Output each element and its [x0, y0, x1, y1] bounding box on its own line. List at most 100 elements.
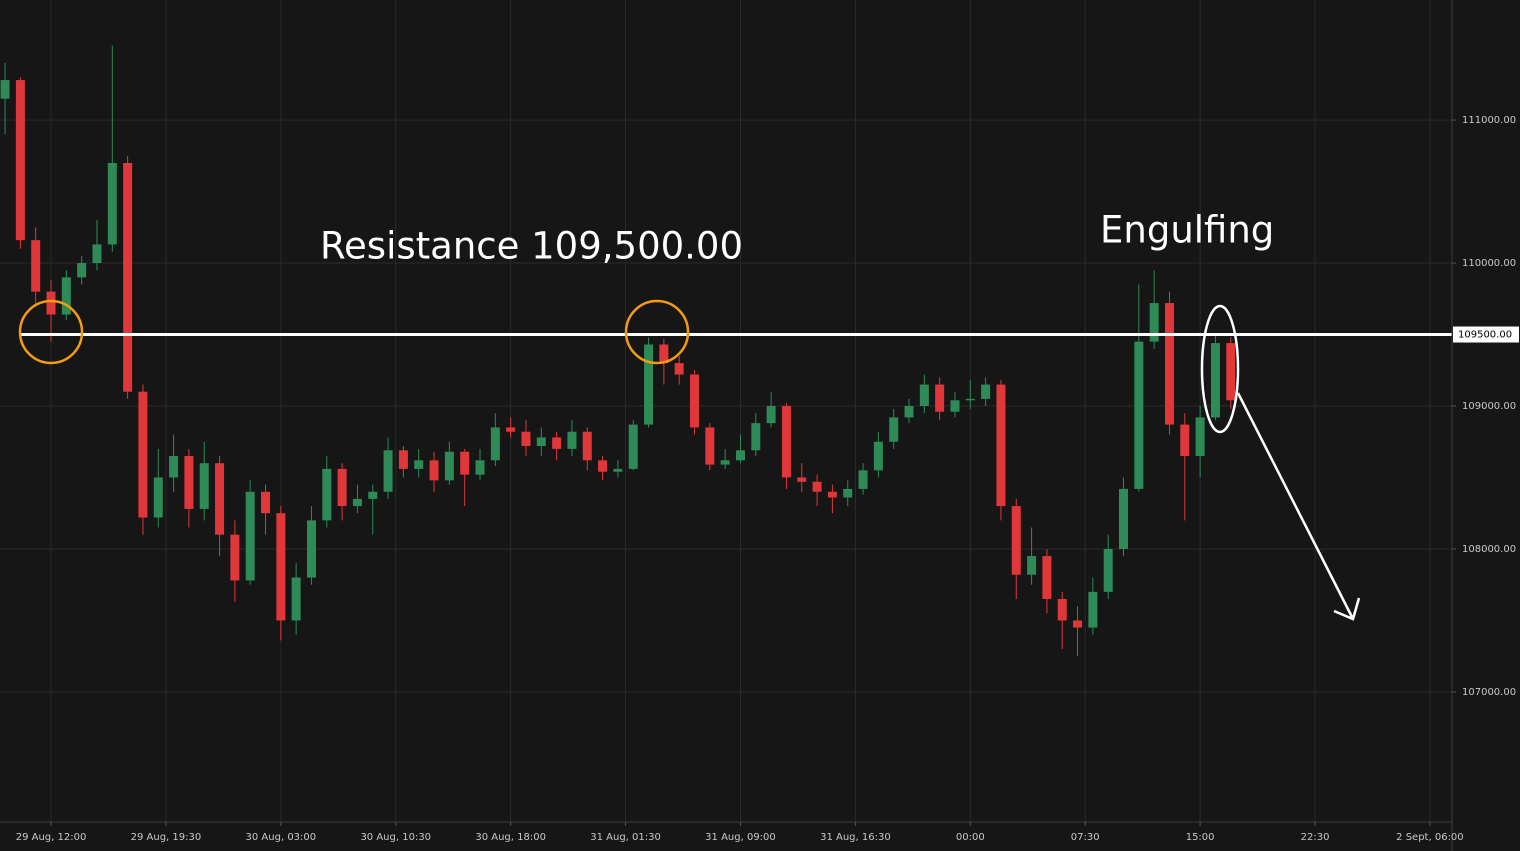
- candle-body: [1134, 341, 1144, 489]
- candle-body: [950, 400, 960, 412]
- candle-body: [199, 463, 209, 509]
- candle-body: [919, 384, 929, 406]
- candle-body: [31, 240, 41, 292]
- candle-body: [215, 463, 225, 535]
- candle-body: [184, 456, 194, 509]
- candle-body: [904, 405, 914, 418]
- candle-body: [337, 468, 347, 507]
- candle-body: [414, 460, 424, 469]
- highlight-ellipse: [1200, 304, 1240, 434]
- x-tick-label: 29 Aug, 19:30: [131, 832, 202, 843]
- candle-body: [705, 427, 715, 465]
- time-axis-panel: [0, 822, 1452, 851]
- x-tick-label: 2 Sept, 06:00: [1396, 832, 1464, 843]
- candle-body: [138, 391, 148, 518]
- x-tick-label: 07:30: [1071, 832, 1100, 843]
- candle-body: [674, 363, 684, 375]
- candle-body: [1164, 303, 1174, 425]
- highlight-circle: [624, 299, 690, 365]
- candle-body: [598, 460, 608, 472]
- x-tick-label: 29 Aug, 12:00: [16, 832, 87, 843]
- candle-body: [1149, 303, 1159, 342]
- arrow-line: [1236, 392, 1354, 618]
- candle-body: [1088, 591, 1098, 628]
- candle-body: [690, 374, 700, 428]
- price-badge: [1453, 326, 1519, 343]
- candle-body: [322, 468, 332, 521]
- candle-body: [383, 450, 393, 492]
- candle-body: [15, 80, 25, 241]
- candle-body: [107, 162, 117, 245]
- candle-body: [935, 384, 945, 412]
- candle-body: [460, 451, 470, 475]
- x-tick-label: 30 Aug, 10:30: [360, 832, 431, 843]
- candle-body: [46, 291, 56, 315]
- candle-body: [230, 534, 240, 581]
- candle-body: [123, 162, 133, 392]
- candle-body: [981, 384, 991, 399]
- candle-body: [61, 277, 71, 315]
- y-tick-label: 110000.00: [1462, 258, 1516, 269]
- candle-body: [873, 441, 883, 471]
- candle-body: [1195, 417, 1205, 457]
- x-tick-label: 00:00: [956, 832, 985, 843]
- x-tick-label: 15:00: [1186, 832, 1215, 843]
- candle-body: [659, 344, 669, 364]
- x-tick-label: 31 Aug, 09:00: [705, 832, 776, 843]
- candle-body: [1057, 598, 1067, 621]
- x-tick-label: 31 Aug, 16:30: [820, 832, 891, 843]
- x-tick-label: 22:30: [1301, 832, 1330, 843]
- candle-body: [77, 263, 87, 278]
- candle-body: [797, 477, 807, 482]
- candle-body: [1226, 343, 1236, 401]
- candle-body: [1042, 556, 1052, 599]
- x-tick-label: 30 Aug, 03:00: [246, 832, 317, 843]
- candle-body: [567, 431, 577, 449]
- candle-body: [1073, 620, 1083, 628]
- candle-body: [1011, 506, 1021, 575]
- y-tick-label: 109000.00: [1462, 401, 1516, 412]
- candle-body: [169, 456, 179, 478]
- candle-body: [506, 427, 516, 432]
- candle-body: [552, 437, 562, 449]
- x-tick-label: 31 Aug, 01:30: [590, 832, 661, 843]
- candle-body: [827, 491, 837, 498]
- candle-body: [261, 491, 271, 514]
- candle-body: [0, 80, 10, 99]
- candle-body: [245, 491, 255, 581]
- y-tick-label: 111000.00: [1462, 115, 1516, 126]
- x-tick-label: 30 Aug, 18:00: [475, 832, 546, 843]
- candle-body: [1027, 556, 1037, 575]
- candle-body: [429, 460, 439, 481]
- candle-body: [1119, 488, 1129, 549]
- candle-body: [628, 424, 638, 469]
- candle-body: [965, 398, 975, 401]
- candle-body: [153, 477, 163, 518]
- candle-body: [996, 384, 1006, 507]
- candle-body: [720, 460, 730, 465]
- candle-body: [1103, 548, 1113, 592]
- engulfing-annotation: Engulfing: [1100, 209, 1274, 252]
- candle-body: [1180, 424, 1190, 457]
- candle-body: [352, 498, 362, 507]
- candle-body: [291, 577, 301, 621]
- price-badge-label: 109500.00: [1458, 330, 1512, 341]
- candle-body: [766, 405, 776, 424]
- price-axis-panel: [1452, 0, 1520, 851]
- candle-body: [858, 470, 868, 489]
- candle-body: [889, 417, 899, 442]
- y-tick-label: 107000.00: [1462, 687, 1516, 698]
- candle-body: [843, 488, 853, 498]
- candle-body: [582, 431, 592, 461]
- highlight-circle: [18, 299, 84, 365]
- candle-body: [781, 405, 791, 478]
- candle-body: [92, 244, 102, 264]
- candle-body: [751, 423, 761, 451]
- candle-body: [444, 451, 454, 481]
- candle-body: [276, 513, 286, 621]
- resistance-annotation: Resistance 109,500.00: [320, 225, 743, 268]
- candle-body: [368, 491, 378, 499]
- candle-body: [613, 468, 623, 472]
- arrow-head: [1333, 597, 1361, 621]
